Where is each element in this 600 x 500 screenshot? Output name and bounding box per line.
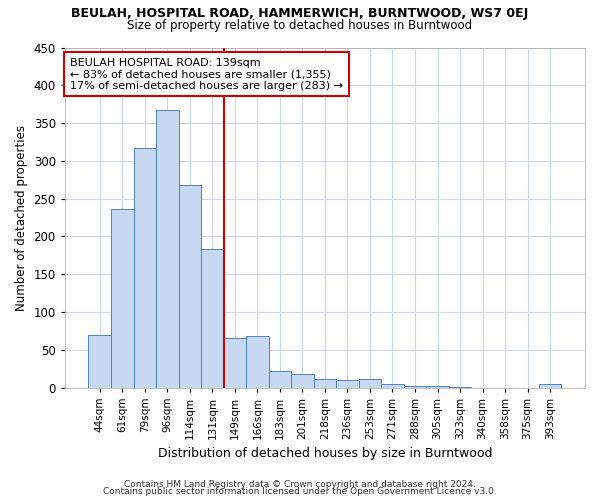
X-axis label: Distribution of detached houses by size in Burntwood: Distribution of detached houses by size … bbox=[158, 447, 492, 460]
Bar bbox=[156, 110, 179, 388]
Bar bbox=[449, 387, 471, 388]
Y-axis label: Number of detached properties: Number of detached properties bbox=[15, 124, 28, 310]
Text: Size of property relative to detached houses in Burntwood: Size of property relative to detached ho… bbox=[127, 18, 473, 32]
Bar bbox=[426, 386, 449, 388]
Bar bbox=[224, 338, 246, 388]
Text: Contains HM Land Registry data © Crown copyright and database right 2024.: Contains HM Land Registry data © Crown c… bbox=[124, 480, 476, 489]
Bar bbox=[179, 185, 201, 388]
Bar bbox=[111, 209, 134, 388]
Bar bbox=[314, 379, 336, 388]
Bar bbox=[201, 249, 224, 388]
Text: Contains public sector information licensed under the Open Government Licence v3: Contains public sector information licen… bbox=[103, 487, 497, 496]
Bar bbox=[246, 336, 269, 388]
Bar bbox=[539, 384, 562, 388]
Bar bbox=[88, 334, 111, 388]
Bar bbox=[291, 374, 314, 388]
Text: BEULAH HOSPITAL ROAD: 139sqm
← 83% of detached houses are smaller (1,355)
17% of: BEULAH HOSPITAL ROAD: 139sqm ← 83% of de… bbox=[70, 58, 343, 91]
Bar bbox=[134, 148, 156, 388]
Bar bbox=[269, 371, 291, 388]
Bar bbox=[359, 379, 381, 388]
Bar bbox=[404, 386, 426, 388]
Bar bbox=[381, 384, 404, 388]
Text: BEULAH, HOSPITAL ROAD, HAMMERWICH, BURNTWOOD, WS7 0EJ: BEULAH, HOSPITAL ROAD, HAMMERWICH, BURNT… bbox=[71, 8, 529, 20]
Bar bbox=[336, 380, 359, 388]
